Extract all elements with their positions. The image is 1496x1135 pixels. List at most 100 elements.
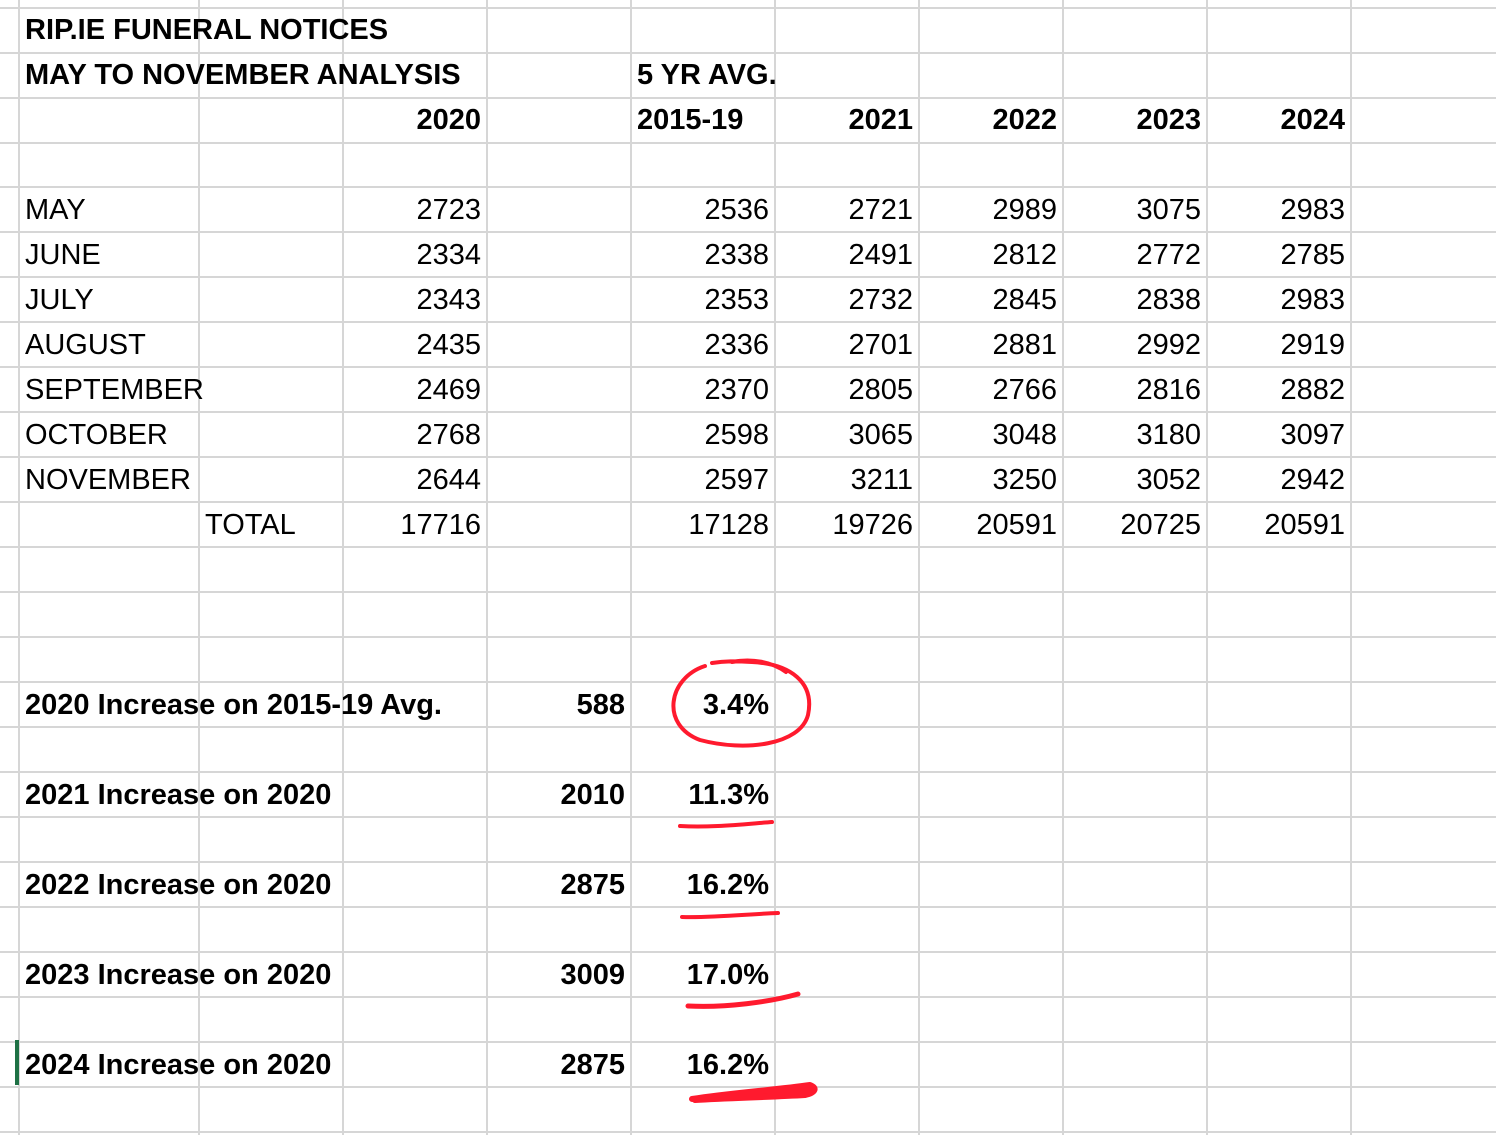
row-divider: [0, 186, 1496, 188]
column-divider: [918, 0, 920, 1135]
row-divider: [0, 636, 1496, 638]
sheet-subtitle[interactable]: MAY TO NOVEMBER ANALYSIS: [25, 59, 461, 91]
value-cell[interactable]: 2785: [1280, 239, 1345, 271]
column-divider: [18, 0, 20, 1135]
row-divider: [0, 861, 1496, 863]
value-cell[interactable]: 2644: [416, 464, 481, 496]
summary-value[interactable]: 2010: [560, 779, 625, 811]
summary-label[interactable]: 2022 Increase on 2020: [25, 869, 332, 901]
col-header-2024[interactable]: 2024: [1280, 104, 1345, 136]
value-cell[interactable]: 2812: [992, 239, 1057, 271]
value-cell[interactable]: 2536: [704, 194, 769, 226]
summary-label[interactable]: 2020 Increase on 2015-19 Avg.: [25, 689, 442, 721]
value-cell[interactable]: 2983: [1280, 194, 1345, 226]
month-label[interactable]: NOVEMBER: [25, 464, 191, 496]
value-cell[interactable]: 2336: [704, 329, 769, 361]
month-label[interactable]: SEPTEMBER: [25, 374, 204, 406]
value-cell[interactable]: 2435: [416, 329, 481, 361]
row-divider: [0, 52, 1496, 54]
value-cell[interactable]: 2989: [992, 194, 1057, 226]
summary-percent[interactable]: 11.3%: [688, 779, 769, 811]
total-cell[interactable]: 20725: [1120, 509, 1201, 541]
red-underline-annotation: [678, 820, 774, 829]
column-divider: [1350, 0, 1352, 1135]
value-cell[interactable]: 2598: [704, 419, 769, 451]
value-cell[interactable]: 2723: [416, 194, 481, 226]
total-cell[interactable]: 19726: [832, 509, 913, 541]
value-cell[interactable]: 2370: [704, 374, 769, 406]
col-header-2021[interactable]: 2021: [848, 104, 913, 136]
summary-label[interactable]: 2021 Increase on 2020: [25, 779, 332, 811]
value-cell[interactable]: 2343: [416, 284, 481, 316]
summary-percent[interactable]: 3.4%: [702, 689, 769, 721]
value-cell[interactable]: 2919: [1280, 329, 1345, 361]
total-cell[interactable]: 20591: [976, 509, 1057, 541]
row-divider: [0, 321, 1496, 323]
column-divider: [1062, 0, 1064, 1135]
value-cell[interactable]: 3065: [848, 419, 913, 451]
total-cell[interactable]: 20591: [1264, 509, 1345, 541]
summary-label[interactable]: 2023 Increase on 2020: [25, 959, 332, 991]
col-header-2020[interactable]: 2020: [416, 104, 481, 136]
month-label[interactable]: JULY: [25, 284, 94, 316]
total-label[interactable]: TOTAL: [205, 509, 296, 541]
value-cell[interactable]: 2768: [416, 419, 481, 451]
value-cell[interactable]: 2353: [704, 284, 769, 316]
value-cell[interactable]: 2491: [848, 239, 913, 271]
row-divider: [0, 1041, 1496, 1043]
red-underline-annotation: [680, 911, 780, 920]
value-cell[interactable]: 3180: [1136, 419, 1201, 451]
avg-header[interactable]: 5 YR AVG.: [637, 59, 777, 91]
row-divider: [0, 501, 1496, 503]
value-cell[interactable]: 2942: [1280, 464, 1345, 496]
value-cell[interactable]: 2701: [848, 329, 913, 361]
value-cell[interactable]: 3075: [1136, 194, 1201, 226]
summary-value[interactable]: 2875: [560, 1049, 625, 1081]
row-divider: [0, 816, 1496, 818]
value-cell[interactable]: 2992: [1136, 329, 1201, 361]
value-cell[interactable]: 3052: [1136, 464, 1201, 496]
active-row-indicator: [15, 1040, 19, 1085]
value-cell[interactable]: 2845: [992, 284, 1057, 316]
col-header-2015-19[interactable]: 2015-19: [637, 104, 744, 136]
value-cell[interactable]: 2882: [1280, 374, 1345, 406]
value-cell[interactable]: 2721: [848, 194, 913, 226]
month-label[interactable]: OCTOBER: [25, 419, 168, 451]
value-cell[interactable]: 2766: [992, 374, 1057, 406]
value-cell[interactable]: 2469: [416, 374, 481, 406]
col-header-2022[interactable]: 2022: [992, 104, 1057, 136]
value-cell[interactable]: 2983: [1280, 284, 1345, 316]
value-cell[interactable]: 2805: [848, 374, 913, 406]
value-cell[interactable]: 2334: [416, 239, 481, 271]
summary-label[interactable]: 2024 Increase on 2020: [25, 1049, 332, 1081]
sheet-title[interactable]: RIP.IE FUNERAL NOTICES: [25, 14, 389, 46]
value-cell[interactable]: 3048: [992, 419, 1057, 451]
month-label[interactable]: JUNE: [25, 239, 101, 271]
summary-percent[interactable]: 17.0%: [686, 959, 769, 991]
summary-value[interactable]: 2875: [560, 869, 625, 901]
value-cell[interactable]: 3250: [992, 464, 1057, 496]
value-cell[interactable]: 2816: [1136, 374, 1201, 406]
month-label[interactable]: AUGUST: [25, 329, 146, 361]
total-cell[interactable]: 17128: [688, 509, 769, 541]
value-cell[interactable]: 2597: [704, 464, 769, 496]
value-cell[interactable]: 2881: [992, 329, 1057, 361]
row-divider: [0, 456, 1496, 458]
value-cell[interactable]: 2732: [848, 284, 913, 316]
summary-percent[interactable]: 16.2%: [686, 869, 769, 901]
value-cell[interactable]: 2772: [1136, 239, 1201, 271]
value-cell[interactable]: 3097: [1280, 419, 1345, 451]
value-cell[interactable]: 2338: [704, 239, 769, 271]
row-divider: [0, 7, 1496, 9]
row-divider: [0, 142, 1496, 144]
month-label[interactable]: MAY: [25, 194, 86, 226]
col-header-2023[interactable]: 2023: [1136, 104, 1201, 136]
value-cell[interactable]: 3211: [850, 464, 913, 496]
summary-value[interactable]: 588: [576, 689, 625, 721]
row-divider: [0, 231, 1496, 233]
value-cell[interactable]: 2838: [1136, 284, 1201, 316]
total-cell[interactable]: 17716: [400, 509, 481, 541]
summary-value[interactable]: 3009: [560, 959, 625, 991]
summary-percent[interactable]: 16.2%: [686, 1049, 769, 1081]
